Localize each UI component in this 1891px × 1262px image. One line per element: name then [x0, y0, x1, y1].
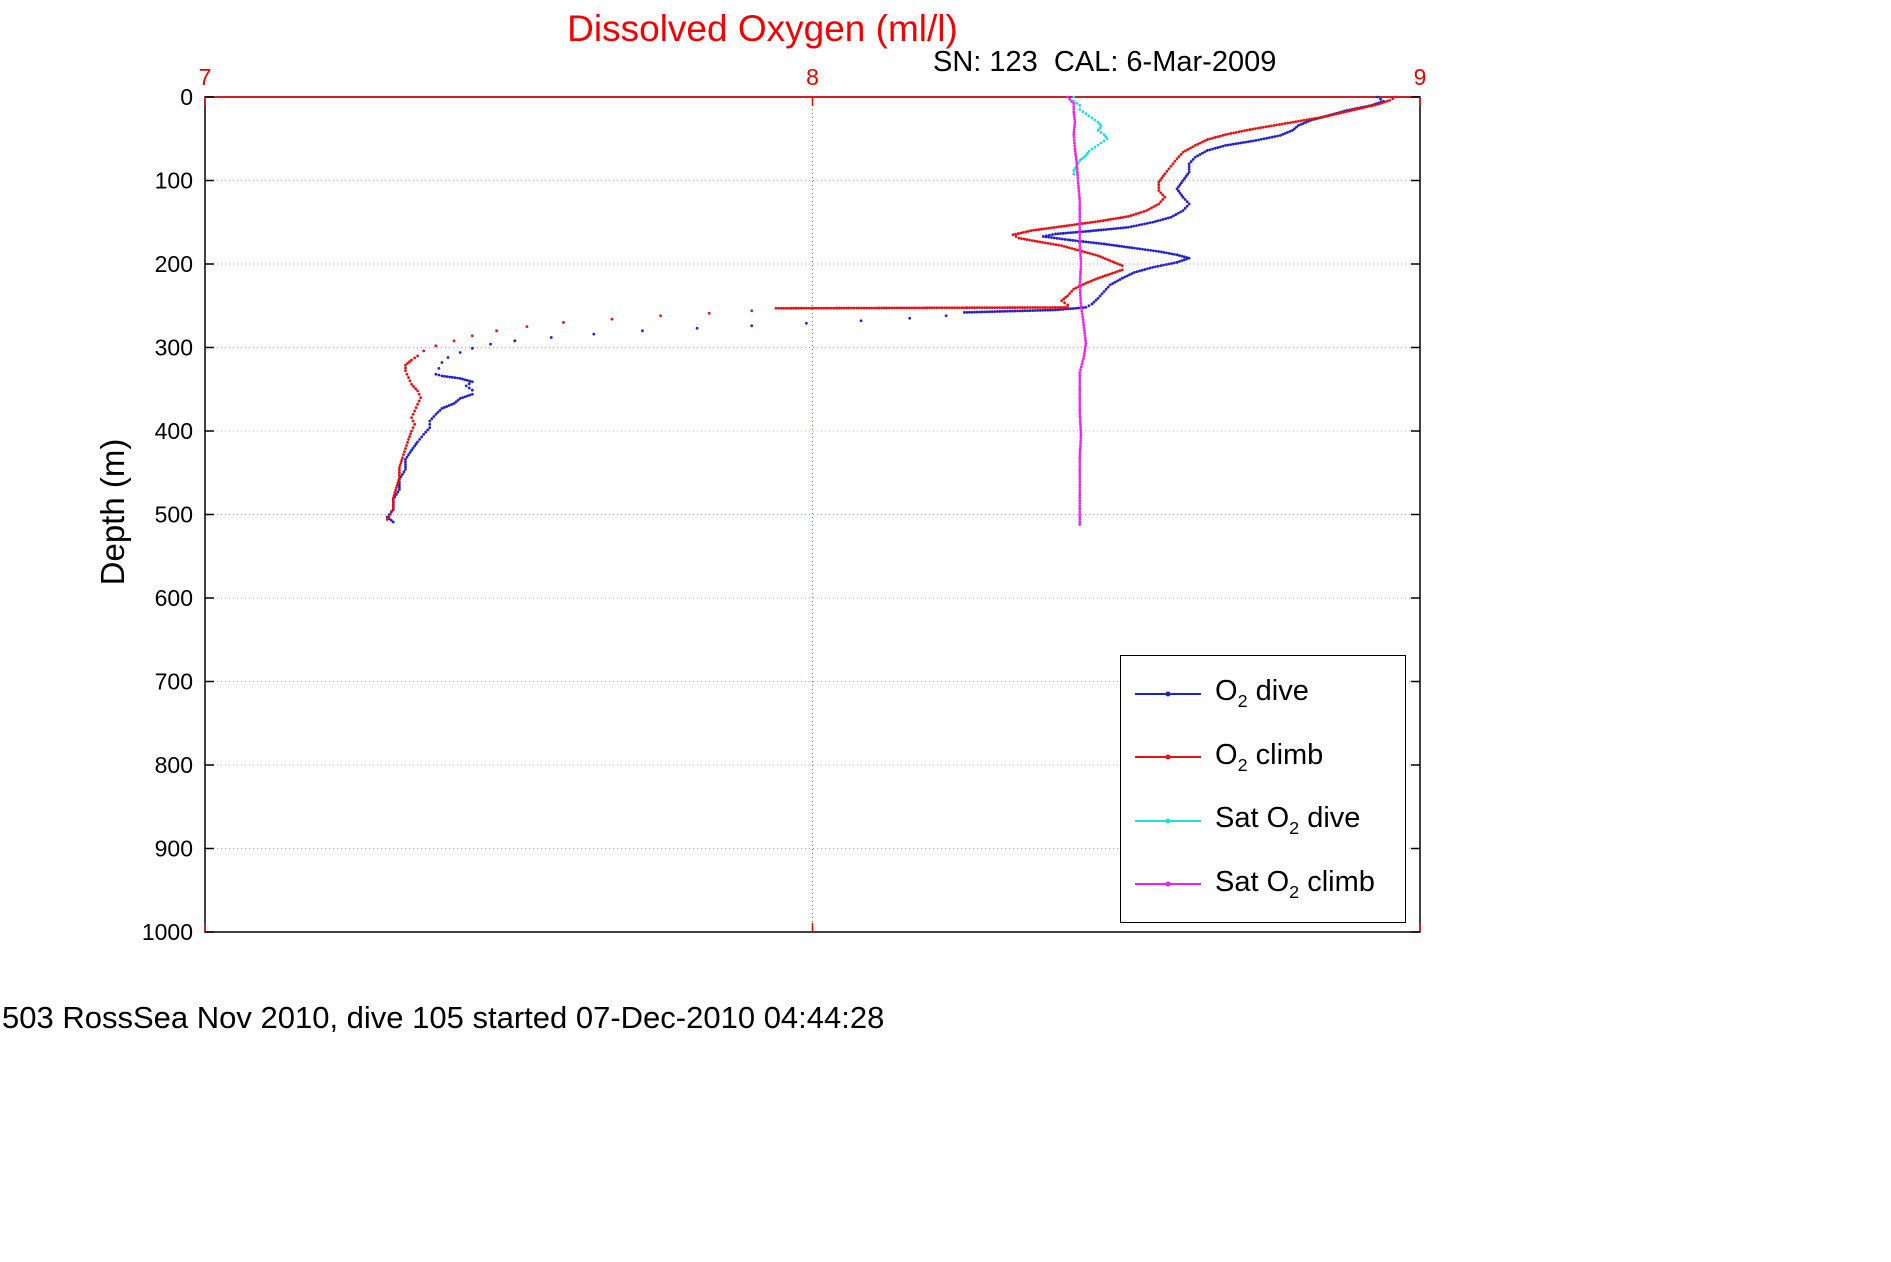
legend-entry: O2 dive	[1121, 675, 1405, 712]
y-tick-label: 300	[155, 335, 193, 361]
y-tick-label: 200	[155, 251, 193, 277]
legend-label: Sat O2 dive	[1215, 802, 1361, 839]
legend-label: O2 dive	[1215, 675, 1309, 712]
footer-caption: 503 RossSea Nov 2010, dive 105 started 0…	[2, 1000, 885, 1035]
y-tick-label: 500	[155, 502, 193, 528]
legend-line-sample	[1135, 691, 1201, 697]
legend-entry: Sat O2 dive	[1121, 802, 1405, 839]
series-o2-climb	[385, 95, 1398, 521]
y-tick-label: 400	[155, 418, 193, 444]
legend-label: Sat O2 climb	[1215, 865, 1375, 902]
legend-label: O2 climb	[1215, 738, 1324, 775]
legend-entry: Sat O2 climb	[1121, 866, 1405, 903]
y-tick-label: 1000	[142, 919, 193, 945]
x-tick-label: 7	[199, 64, 212, 90]
x-tick-label: 9	[1414, 64, 1427, 90]
legend: O2 dive O2 climb Sat O2 dive Sat O2 climb	[1120, 655, 1406, 923]
legend-line-sample	[1135, 818, 1201, 824]
y-tick-label: 900	[155, 836, 193, 862]
y-tick-label: 0	[180, 84, 193, 110]
sn-cal-annotation: SN: 123 CAL: 6-Mar-2009	[933, 46, 1277, 78]
legend-line-sample	[1135, 754, 1201, 760]
y-tick-label: 600	[155, 585, 193, 611]
y-tick-label: 800	[155, 752, 193, 778]
legend-line-sample	[1135, 881, 1201, 887]
legend-entry: O2 climb	[1121, 739, 1405, 776]
y-tick-label: 100	[155, 168, 193, 194]
chart-title: Dissolved Oxygen (ml/l)	[567, 8, 958, 49]
series-sat-o2-climb	[1066, 95, 1088, 526]
series-o2-dive	[385, 95, 1385, 524]
x-tick-label: 8	[806, 64, 819, 90]
y-tick-label: 700	[155, 669, 193, 695]
